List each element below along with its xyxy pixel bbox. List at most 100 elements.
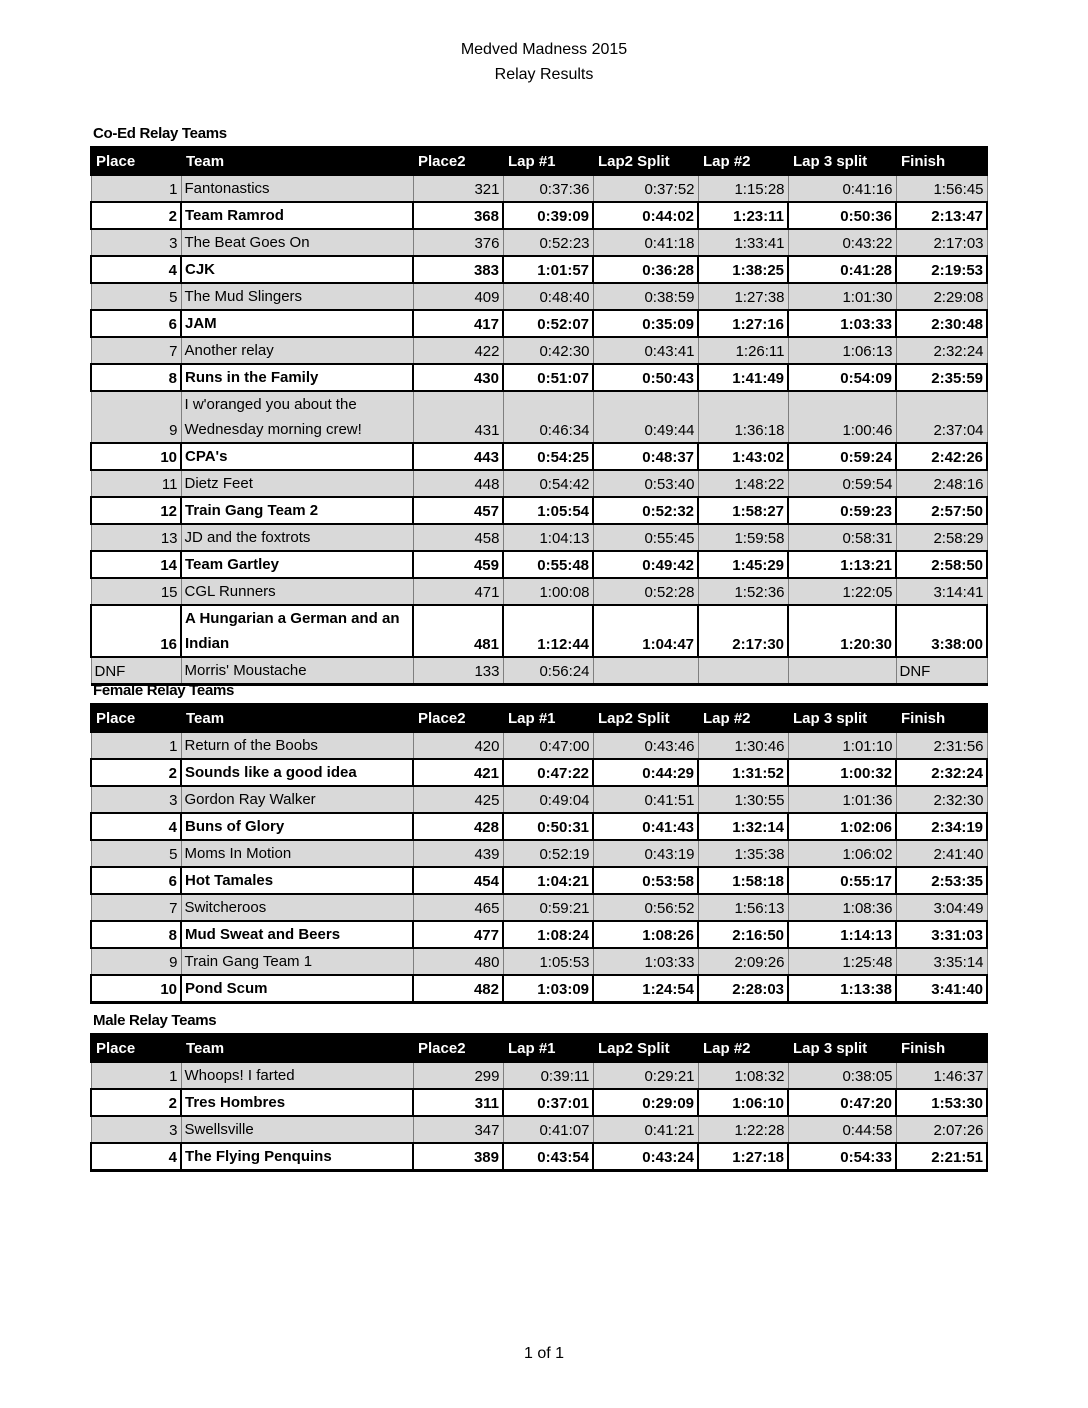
lap2-split-cell: 0:29:09: [592, 1088, 699, 1117]
place-cell: 8: [90, 920, 182, 949]
finish-cell: 2:32:30: [895, 785, 988, 814]
lap2-cell: 1:15:28: [697, 174, 789, 203]
lap2-cell: 2:09:26: [697, 947, 789, 976]
finish-cell: 2:31:56: [895, 731, 988, 760]
team-cell: The Flying Penquins: [180, 1142, 414, 1172]
lap3-split-cell: 1:01:36: [787, 785, 897, 814]
place-cell: 5: [90, 282, 182, 311]
column-header-lap3-split: Lap 3 split: [787, 703, 897, 733]
team-cell: Morris' Moustache: [180, 656, 414, 686]
finish-cell: 3:14:41: [895, 577, 988, 606]
lap2-cell: 1:59:58: [697, 523, 789, 552]
finish-cell: 1:46:37: [895, 1061, 988, 1090]
place2-cell: 448: [412, 469, 504, 498]
team-cell: Fantonastics: [180, 174, 414, 203]
place-cell: 15: [90, 577, 182, 606]
place-cell: 2: [90, 758, 182, 787]
lap3-split-cell: 0:58:31: [787, 523, 897, 552]
lap1-cell: 0:39:09: [502, 201, 594, 230]
place2-cell: 481: [412, 604, 504, 658]
finish-cell: DNF: [895, 656, 988, 686]
lap2-cell: 1:06:10: [697, 1088, 789, 1117]
finish-cell: 2:41:40: [895, 839, 988, 868]
table-row: 11 Dietz Feet 448 0:54:42 0:53:40 1:48:22 0:59…: [90, 469, 988, 498]
finish-cell: 2:34:19: [895, 812, 988, 841]
finish-cell: 2:37:04: [895, 390, 988, 444]
team-cell: Sounds like a good idea: [180, 758, 414, 787]
lap2-split-cell: 0:38:59: [592, 282, 699, 311]
finish-cell: 2:35:59: [895, 363, 988, 392]
table-row: 1 Whoops! I farted 299 0:39:11 0:29:21 1:08:3…: [90, 1061, 988, 1090]
team-cell: Whoops! I farted: [180, 1061, 414, 1090]
finish-cell: 3:41:40: [895, 974, 988, 1004]
lap1-cell: 0:42:30: [502, 336, 594, 365]
lap2-split-cell: 0:41:51: [592, 785, 699, 814]
lap1-cell: 0:52:07: [502, 309, 594, 338]
table-row: 2 Team Ramrod 368 0:39:09 0:44:02 1:23:11 0:50…: [90, 201, 988, 230]
place2-cell: 477: [412, 920, 504, 949]
lap2-split-cell: 0:29:21: [592, 1061, 699, 1090]
table-row: 16 A Hungarian a German and an Indian 481 1…: [90, 604, 988, 658]
team-cell: Train Gang Team 2: [180, 496, 414, 525]
place-cell: 11: [90, 469, 182, 498]
column-header-lap2-split: Lap2 Split: [592, 1033, 699, 1063]
place-cell: 5: [90, 839, 182, 868]
header-row: Place Team Place2 Lap #1 Lap2 Split Lap #2 Lap…: [90, 703, 988, 733]
column-header-lap1: Lap #1: [502, 146, 594, 176]
place-cell: 3: [90, 785, 182, 814]
team-cell: I w'oranged you about the Wednesday morn…: [180, 390, 414, 444]
column-header-lap2-split: Lap2 Split: [592, 146, 699, 176]
team-cell: The Mud Slingers: [180, 282, 414, 311]
team-cell: The Beat Goes On: [180, 228, 414, 257]
lap2-split-cell: 0:49:42: [592, 550, 699, 579]
team-cell: Moms In Motion: [180, 839, 414, 868]
column-header-place2: Place2: [412, 146, 504, 176]
lap1-cell: 0:47:22: [502, 758, 594, 787]
finish-cell: 2:21:51: [895, 1142, 988, 1172]
place2-cell: 409: [412, 282, 504, 311]
team-cell: CGL Runners: [180, 577, 414, 606]
finish-cell: 2:07:26: [895, 1115, 988, 1144]
lap2-split-cell: 0:52:28: [592, 577, 699, 606]
column-header-lap3-split: Lap 3 split: [787, 1033, 897, 1063]
lap3-split-cell: 1:22:05: [787, 577, 897, 606]
place-cell: 9: [90, 390, 182, 444]
lap2-split-cell: 1:04:47: [592, 604, 699, 658]
lap2-split-cell: 0:52:32: [592, 496, 699, 525]
table-row: 10 CPA's 443 0:54:25 0:48:37 1:43:02 0:59:24 2:…: [90, 442, 988, 471]
lap2-split-cell: 0:50:43: [592, 363, 699, 392]
header-row: Place Team Place2 Lap #1 Lap2 Split Lap #2 Lap…: [90, 1033, 988, 1063]
place2-cell: 311: [412, 1088, 504, 1117]
finish-cell: 2:32:24: [895, 336, 988, 365]
place2-cell: 465: [412, 893, 504, 922]
place-cell: 9: [90, 947, 182, 976]
lap3-split-cell: [787, 656, 897, 686]
place2-cell: 482: [412, 974, 504, 1004]
column-header-finish: Finish: [895, 1033, 988, 1063]
place-cell: 4: [90, 812, 182, 841]
team-cell: Dietz Feet: [180, 469, 414, 498]
lap2-cell: [697, 656, 789, 686]
place-cell: 4: [90, 1142, 182, 1172]
table-row: DNF Morris' Moustache 133 0:56:24 DNF: [90, 656, 988, 686]
column-header-team: Team: [180, 703, 414, 733]
lap2-split-cell: 0:41:18: [592, 228, 699, 257]
lap1-cell: 1:08:24: [502, 920, 594, 949]
place-cell: DNF: [90, 656, 182, 686]
team-cell: Team Ramrod: [180, 201, 414, 230]
table-row: 13 JD and the foxtrots 458 1:04:13 0:55:45 1:…: [90, 523, 988, 552]
place2-cell: 425: [412, 785, 504, 814]
lap2-split-cell: 1:03:33: [592, 947, 699, 976]
lap1-cell: 0:52:19: [502, 839, 594, 868]
place2-cell: 457: [412, 496, 504, 525]
lap2-cell: 1:48:22: [697, 469, 789, 498]
coed-section-title: Co-Ed Relay Teams: [93, 125, 227, 142]
place2-cell: 422: [412, 336, 504, 365]
lap2-split-cell: 0:43:46: [592, 731, 699, 760]
lap3-split-cell: 0:47:20: [787, 1088, 897, 1117]
column-header-team: Team: [180, 146, 414, 176]
place2-cell: 443: [412, 442, 504, 471]
column-header-lap2: Lap #2: [697, 703, 789, 733]
lap2-cell: 1:38:25: [697, 255, 789, 284]
